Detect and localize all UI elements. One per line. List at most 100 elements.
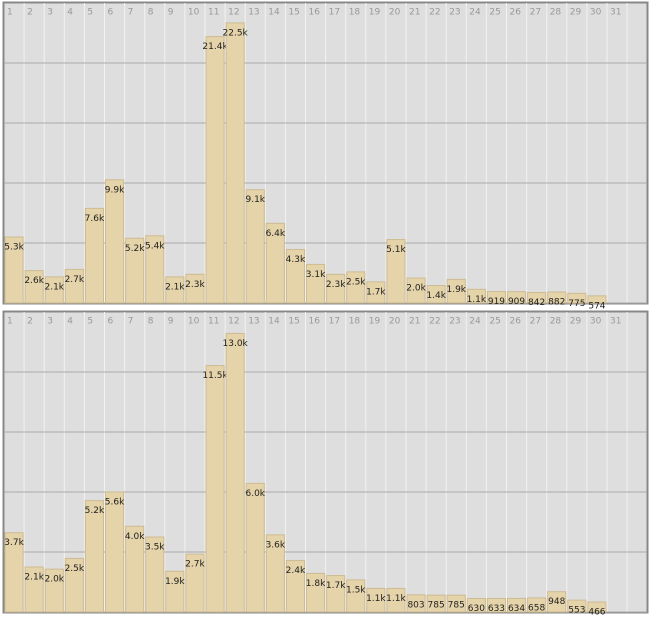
- day-label: 18: [349, 8, 361, 18]
- day-label: 26: [510, 317, 522, 327]
- bar: [466, 598, 486, 613]
- bar: [285, 560, 305, 613]
- day-label: 8: [148, 8, 154, 18]
- value-label: 2.1k: [44, 282, 64, 292]
- bar: [386, 239, 406, 304]
- day-label: 16: [309, 317, 321, 327]
- value-label: 2.5k: [65, 564, 85, 574]
- day-label: 13: [248, 8, 259, 18]
- bar: [265, 534, 285, 613]
- bar: [567, 292, 587, 304]
- value-label: 5.6k: [105, 498, 125, 508]
- value-label: 842: [528, 298, 545, 308]
- value-label: 2.1k: [165, 282, 185, 292]
- value-label: 3.5k: [145, 543, 165, 553]
- value-label: 919: [488, 297, 505, 307]
- bar: [205, 365, 225, 613]
- day-label: 26: [510, 8, 522, 18]
- bar: [145, 235, 165, 304]
- value-label: 1.9k: [165, 577, 185, 587]
- bar: [245, 482, 265, 613]
- day-label: 17: [329, 8, 340, 18]
- value-label: 4.3k: [286, 255, 306, 265]
- day-label: 19: [369, 8, 381, 18]
- value-label: 1.1k: [366, 594, 386, 604]
- day-label: 20: [389, 317, 401, 327]
- day-label: 6: [108, 8, 114, 18]
- bar: [386, 587, 406, 613]
- day-label: 21: [409, 317, 420, 327]
- bar: [105, 491, 125, 613]
- day-label: 23: [449, 317, 460, 327]
- value-label: 9.1k: [245, 195, 265, 205]
- value-label: 2.0k: [406, 284, 426, 294]
- value-label: 658: [528, 603, 545, 613]
- bar: [24, 270, 44, 304]
- day-label: 2: [27, 317, 33, 327]
- bar: [466, 288, 486, 304]
- bar: [547, 591, 567, 613]
- bar: [64, 268, 84, 304]
- day-label: 25: [489, 8, 500, 18]
- value-label: 2.3k: [185, 280, 205, 290]
- bar: [145, 536, 165, 613]
- value-label: 1.1k: [386, 594, 406, 604]
- day-label: 22: [429, 8, 440, 18]
- bar: [84, 207, 105, 304]
- value-label: 5.1k: [386, 245, 406, 255]
- day-label: 9: [168, 317, 174, 327]
- value-label: 1.8k: [306, 579, 326, 589]
- bar: [306, 572, 326, 613]
- bar: [4, 236, 24, 304]
- bar: [285, 248, 305, 304]
- bar: [587, 295, 607, 304]
- bar: [426, 285, 446, 304]
- bar: [486, 597, 506, 613]
- value-label: 1.1k: [467, 295, 487, 305]
- bar: [165, 570, 185, 613]
- value-label: 1.5k: [346, 585, 366, 595]
- value-label: 466: [588, 608, 605, 618]
- value-label: 5.4k: [145, 241, 165, 251]
- value-label: 1.9k: [446, 285, 466, 295]
- day-label: 11: [208, 317, 219, 327]
- value-label: 2.7k: [65, 275, 85, 285]
- bar: [205, 36, 225, 304]
- day-label: 7: [128, 8, 134, 18]
- bar: [185, 553, 205, 613]
- day-label: 14: [268, 8, 280, 18]
- value-label: 22.5k: [223, 28, 249, 38]
- value-label: 6.4k: [266, 229, 286, 239]
- bar: [486, 291, 506, 304]
- bar: [24, 566, 44, 613]
- value-label: 630: [468, 604, 485, 614]
- day-label: 8: [148, 317, 154, 327]
- day-label: 20: [389, 8, 401, 18]
- day-label: 24: [469, 317, 481, 327]
- day-label: 4: [67, 8, 73, 18]
- day-label: 27: [530, 8, 541, 18]
- bar: [44, 568, 64, 613]
- bar: [4, 532, 24, 613]
- day-label: 31: [610, 8, 621, 18]
- bar: [446, 278, 466, 304]
- bar: [185, 273, 205, 304]
- bar: [366, 587, 386, 613]
- day-label: 1: [7, 317, 13, 327]
- value-label: 2.6k: [24, 276, 44, 286]
- bar: [326, 273, 346, 304]
- day-label: 9: [168, 8, 174, 18]
- day-label: 16: [309, 8, 321, 18]
- day-label: 28: [550, 8, 562, 18]
- day-label: 3: [47, 317, 53, 327]
- day-label: 3: [47, 8, 53, 18]
- value-label: 3.7k: [4, 538, 24, 548]
- value-label: 6.0k: [245, 489, 265, 499]
- day-label: 4: [67, 317, 73, 327]
- bar: [446, 594, 466, 613]
- bar: [225, 22, 245, 304]
- value-label: 13.0k: [223, 339, 249, 349]
- day-label: 29: [570, 317, 582, 327]
- day-label: 19: [369, 317, 381, 327]
- value-label: 775: [568, 299, 585, 309]
